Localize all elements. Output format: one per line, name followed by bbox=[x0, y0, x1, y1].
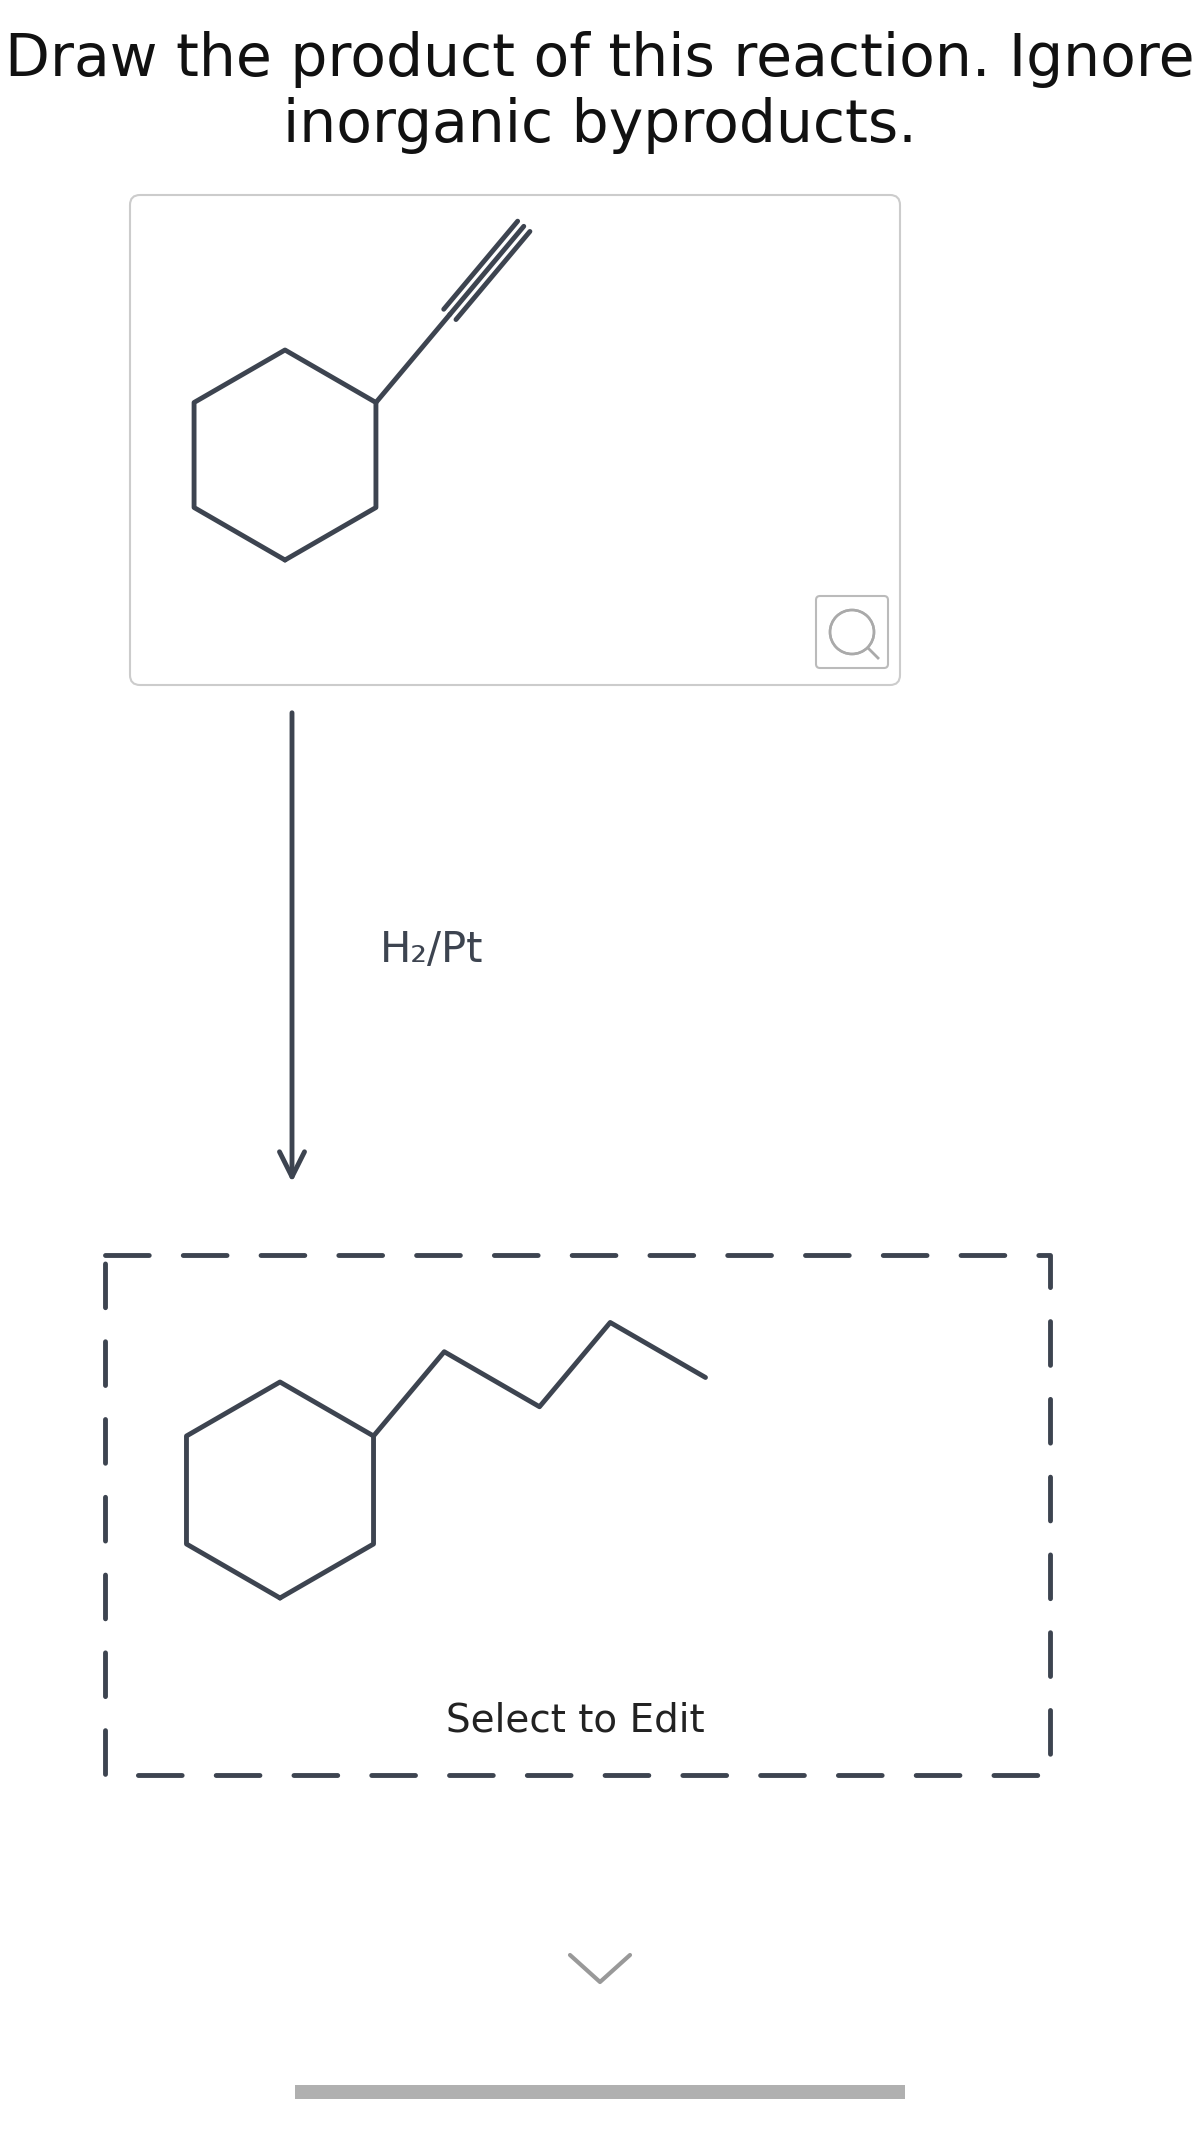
Bar bbox=[295, 2084, 905, 2099]
FancyBboxPatch shape bbox=[816, 597, 888, 668]
Text: H₂/Pt: H₂/Pt bbox=[380, 929, 484, 972]
Text: inorganic byproducts.: inorganic byproducts. bbox=[283, 96, 917, 154]
Text: Select to Edit: Select to Edit bbox=[445, 1701, 704, 1740]
FancyBboxPatch shape bbox=[130, 195, 900, 685]
Text: Draw the product of this reaction. Ignore: Draw the product of this reaction. Ignor… bbox=[5, 32, 1195, 88]
Bar bbox=[106, 1254, 1050, 1774]
